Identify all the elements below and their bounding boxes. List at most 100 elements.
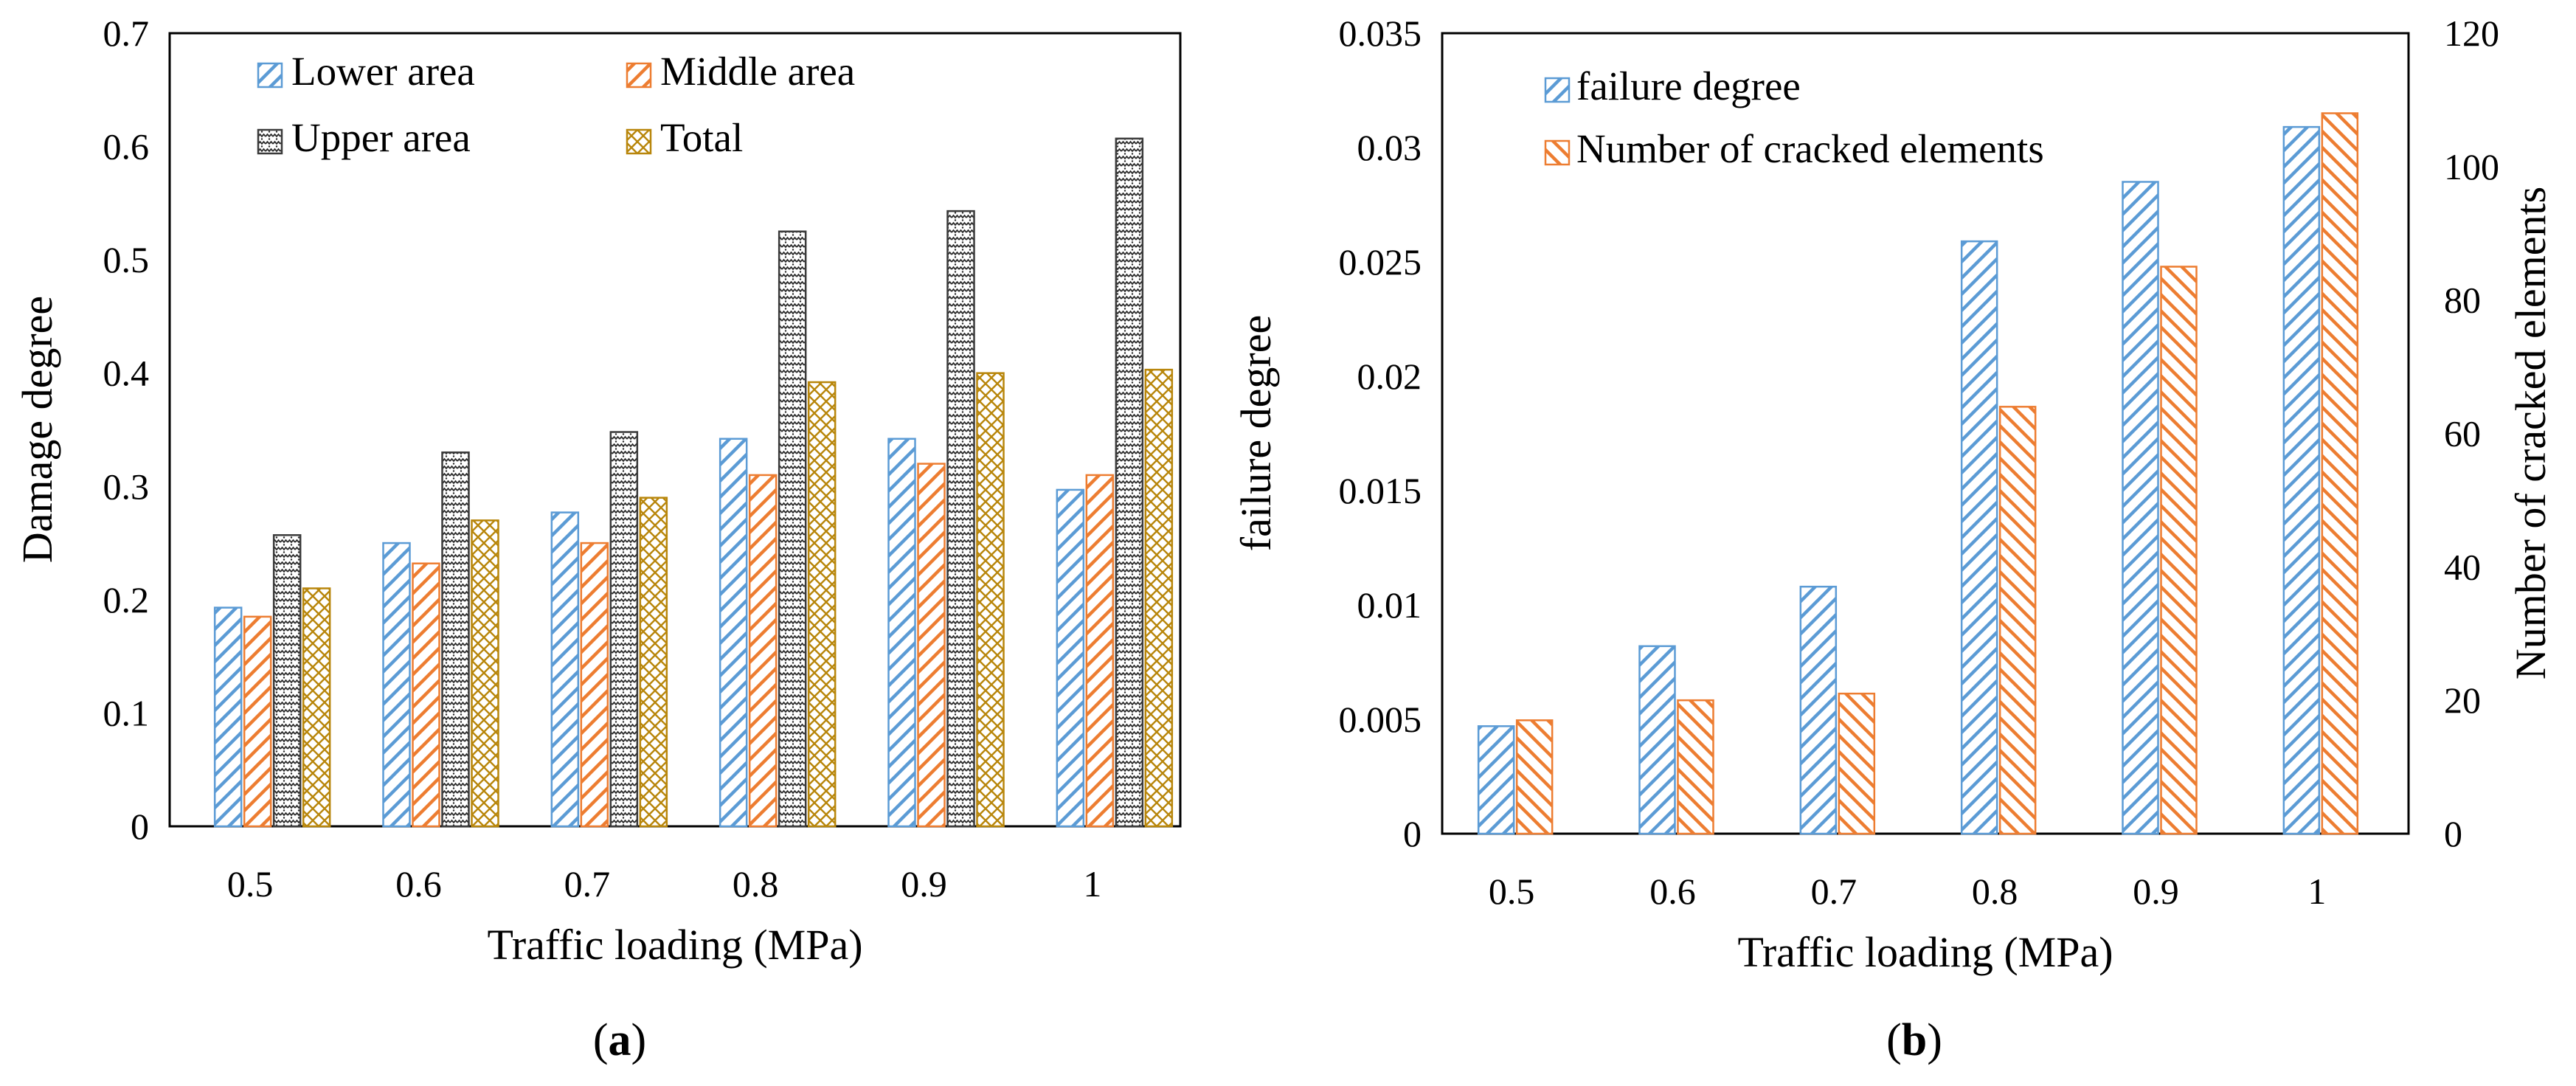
chart-b-y-tick-label-right: 20 bbox=[2444, 679, 2481, 721]
chart-a-plot-frame bbox=[168, 32, 1182, 828]
chart-b-y-axis-label-right: Number of cracked elements bbox=[2507, 187, 2555, 679]
bar-total-1 bbox=[1144, 368, 1174, 828]
bar-failure-degree-0-7 bbox=[1799, 585, 1838, 835]
bar-failure-degree-0-5 bbox=[1477, 725, 1515, 835]
chart-b-y-tick-label: 0.03 bbox=[1357, 127, 1422, 168]
legend-swatch-failure-degree bbox=[1544, 77, 1571, 103]
chart-a: 00.10.20.30.40.50.60.7 0.5 0.6 0.7 0.8 0.9 1 … bbox=[13, 13, 1182, 1065]
bar-upper-area-0-6 bbox=[441, 451, 470, 828]
bar-lower-area-0-9 bbox=[887, 437, 916, 828]
bar-lower-area-0-5 bbox=[213, 606, 243, 828]
chart-a-x-ticks: 0.5 0.6 0.7 0.8 0.9 1 bbox=[227, 863, 1101, 905]
bar-upper-area-0-8 bbox=[778, 230, 807, 828]
chart-b-y-tick-label: 0.01 bbox=[1357, 584, 1422, 626]
bar-number-of-cracked-elements-0-6 bbox=[1677, 699, 1714, 835]
chart-a-x-tick-label: 0.6 bbox=[395, 863, 442, 905]
bar-middle-area-0-6 bbox=[412, 562, 440, 828]
chart-a-x-tick-label: 1 bbox=[1083, 863, 1101, 905]
chart-b-bars bbox=[1477, 112, 2359, 835]
chart-b-y-tick-label-right: 0 bbox=[2444, 813, 2462, 854]
chart-b-y-tick-label-right: 80 bbox=[2444, 280, 2481, 321]
legend-label-upper-area: Upper area bbox=[291, 115, 471, 160]
bar-middle-area-0-8 bbox=[748, 474, 778, 828]
chart-a-panel-label: (a) bbox=[593, 1015, 646, 1065]
bar-lower-area-1 bbox=[1056, 488, 1085, 828]
chart-a-x-tick-label: 0.5 bbox=[227, 863, 274, 905]
legend-label-total: Total bbox=[660, 115, 743, 160]
chart-b-y-tick-label: 0.015 bbox=[1339, 470, 1422, 511]
bar-failure-degree-0-6 bbox=[1638, 645, 1676, 835]
bar-upper-area-1 bbox=[1115, 137, 1144, 828]
bar-total-0-7 bbox=[639, 497, 668, 828]
chart-a-x-tick-label: 0.9 bbox=[901, 863, 947, 905]
bar-upper-area-0-7 bbox=[609, 431, 639, 828]
bar-failure-degree-0-9 bbox=[2122, 181, 2159, 835]
legend-swatch-total bbox=[626, 128, 652, 155]
chart-b-y-tick-label-right: 40 bbox=[2444, 546, 2481, 587]
legend-swatch-middle-area bbox=[626, 62, 652, 89]
bar-upper-area-0-5 bbox=[272, 534, 302, 828]
chart-b-x-tick-label: 1 bbox=[2307, 871, 2326, 912]
bar-total-0-5 bbox=[302, 587, 331, 828]
chart-a-y-ticks: 0 0.1 0.2 0.3 0.4 0.5 0.6 0.7 bbox=[103, 13, 150, 847]
chart-b-y-tick-label: 0 bbox=[1403, 813, 1422, 854]
bar-number-of-cracked-elements-0-8 bbox=[1998, 406, 2037, 835]
bar-upper-area-0-9 bbox=[946, 210, 975, 828]
chart-a-bars bbox=[213, 137, 1174, 828]
chart-b-plot-frame bbox=[1441, 32, 2410, 835]
chart-a-y-tick-label: 0.2 bbox=[103, 579, 150, 620]
bar-number-of-cracked-elements-0-9 bbox=[2160, 266, 2198, 835]
chart-a-y-tick-label: 0.7 bbox=[103, 13, 150, 54]
bar-failure-degree-1 bbox=[2282, 125, 2321, 835]
chart-b-x-axis-label: Traffic loading (MPa) bbox=[1737, 928, 2113, 976]
bar-total-0-9 bbox=[976, 372, 1005, 828]
legend-label-number-of-cracked-elements: Number of cracked elements bbox=[1576, 126, 2044, 171]
chart-a-x-axis-label: Traffic loading (MPa) bbox=[487, 921, 862, 969]
bar-lower-area-0-7 bbox=[550, 511, 580, 828]
bar-middle-area-0-7 bbox=[580, 542, 609, 828]
legend-label-lower-area: Lower area bbox=[291, 49, 475, 94]
chart-b-legend: failure degree Number of cracked elements bbox=[1544, 63, 2044, 171]
chart-b-panel-label: (b) bbox=[1886, 1015, 1942, 1065]
chart-b-y-tick-label-right: 120 bbox=[2444, 13, 2499, 54]
chart-b-y-ticks-right: 0 20 40 60 80 100 120 bbox=[2444, 13, 2499, 854]
chart-a-x-tick-label: 0.7 bbox=[564, 863, 611, 905]
chart-a-y-tick-label: 0.4 bbox=[103, 353, 150, 394]
chart-a-legend: Lower area Middle area Upper area Total bbox=[257, 49, 855, 160]
chart-b-y-tick-label: 0.035 bbox=[1339, 13, 1422, 54]
legend-swatch-number-of-cracked-elements bbox=[1544, 139, 1571, 166]
chart-b-y-tick-label-right: 60 bbox=[2444, 413, 2481, 454]
bar-total-0-8 bbox=[807, 381, 837, 828]
bar-middle-area-0-5 bbox=[243, 615, 272, 828]
chart-b-x-tick-label: 0.9 bbox=[2133, 871, 2179, 912]
chart-b-y-tick-label: 0.025 bbox=[1339, 241, 1422, 283]
chart-b-y-tick-label: 0.005 bbox=[1339, 699, 1422, 740]
legend-swatch-upper-area bbox=[257, 128, 283, 155]
chart-b-x-tick-label: 0.5 bbox=[1489, 871, 1535, 912]
chart-b-x-tick-label: 0.6 bbox=[1649, 871, 1696, 912]
bar-total-0-6 bbox=[471, 519, 499, 828]
chart-b-y-tick-label: 0.02 bbox=[1357, 356, 1422, 397]
bar-lower-area-0-6 bbox=[382, 542, 411, 828]
bar-number-of-cracked-elements-1 bbox=[2321, 112, 2359, 835]
chart-a-y-tick-label: 0.5 bbox=[103, 239, 150, 280]
chart-a-y-tick-label: 0 bbox=[131, 806, 149, 847]
chart-a-x-tick-label: 0.8 bbox=[733, 863, 779, 905]
bar-lower-area-0-8 bbox=[719, 437, 748, 828]
chart-a-y-tick-label: 0.3 bbox=[103, 466, 150, 507]
bar-middle-area-0-9 bbox=[917, 463, 946, 828]
chart-b-x-tick-label: 0.8 bbox=[1972, 871, 2018, 912]
legend-label-failure-degree: failure degree bbox=[1576, 63, 1801, 108]
legend-swatch-lower-area bbox=[257, 62, 283, 89]
chart-b-y-tick-label-right: 100 bbox=[2444, 146, 2499, 187]
chart-a-y-tick-label: 0.6 bbox=[103, 126, 150, 167]
chart-b-y-axis-label: failure degree bbox=[1232, 315, 1280, 551]
chart-a-y-tick-label: 0.1 bbox=[103, 692, 150, 733]
chart-b-x-tick-label: 0.7 bbox=[1811, 871, 1857, 912]
bar-number-of-cracked-elements-0-5 bbox=[1515, 719, 1554, 835]
chart-b-y-ticks: 0 0.005 0.01 0.015 0.02 0.025 0.03 0.035 bbox=[1339, 13, 1422, 854]
chart-b-x-ticks: 0.5 0.6 0.7 0.8 0.9 1 bbox=[1489, 871, 2326, 912]
bar-number-of-cracked-elements-0-7 bbox=[1838, 692, 1876, 835]
legend-label-middle-area: Middle area bbox=[660, 49, 855, 94]
